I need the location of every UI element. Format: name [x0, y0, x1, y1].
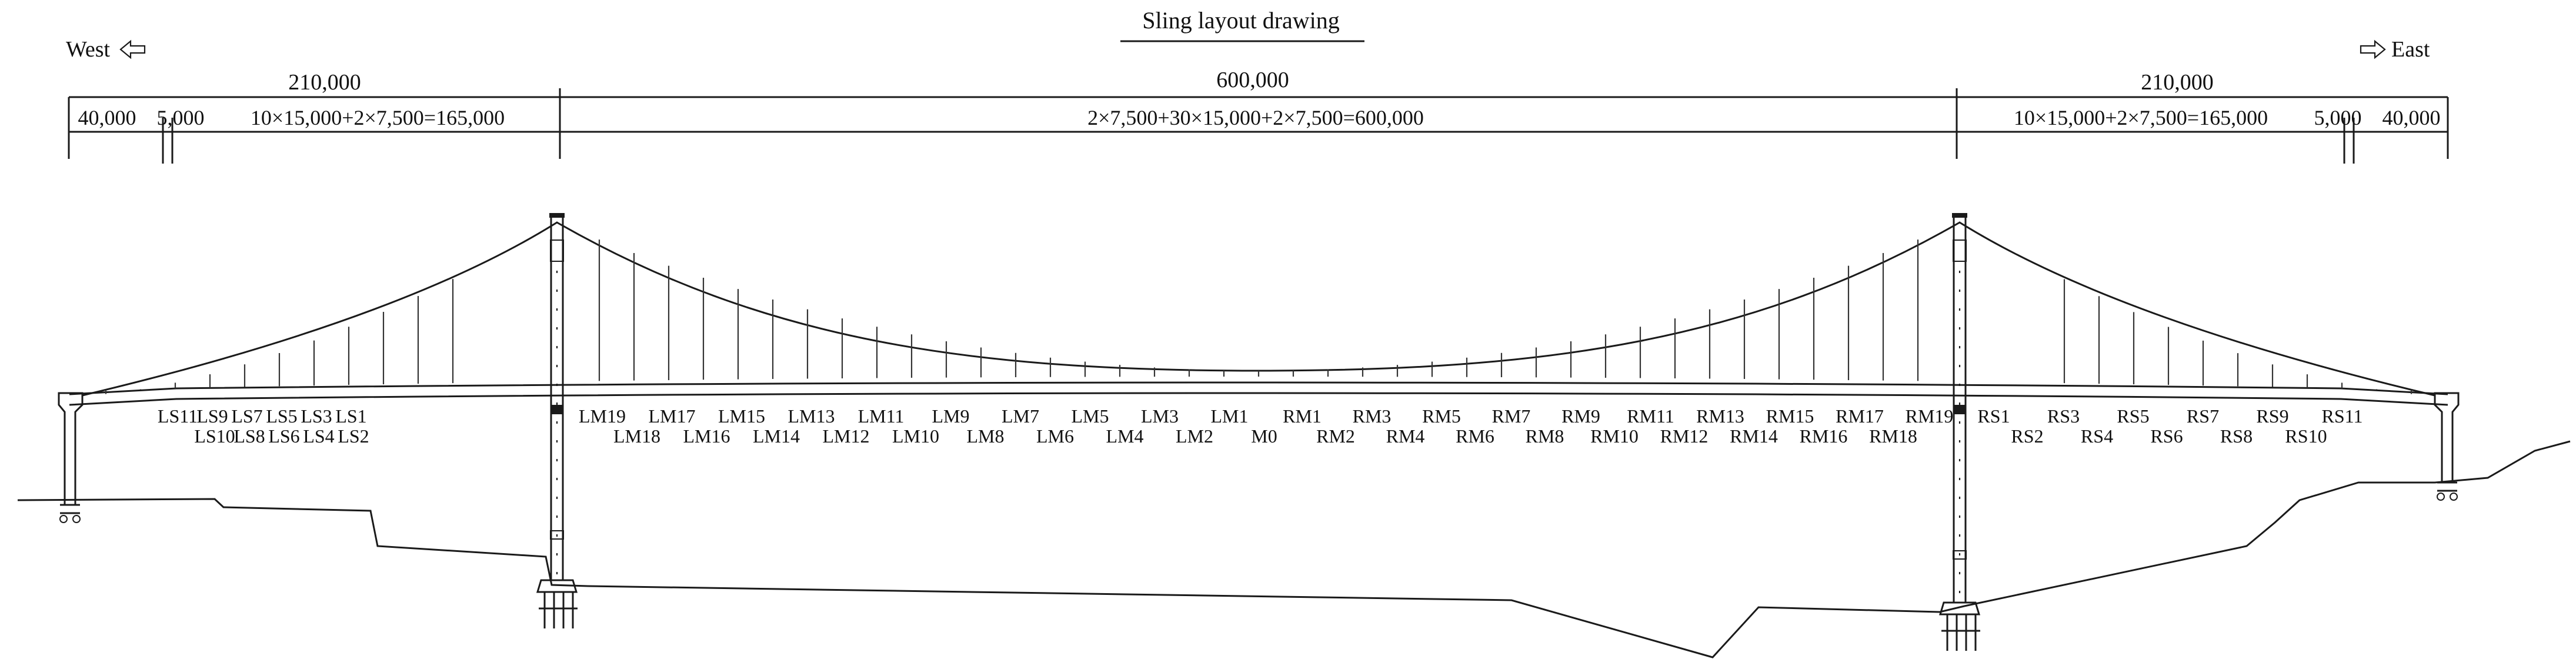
- sling-label-ls2: LS2: [338, 425, 369, 447]
- dim-right-5000: 5,000: [2314, 106, 2362, 129]
- sling-label-lm9: LM9: [932, 405, 970, 427]
- ground-profile: [17, 440, 2571, 658]
- sling-label-rs3: RS3: [2047, 405, 2080, 427]
- sling-label-lm6: LM6: [1036, 425, 1074, 447]
- sling-label-lm13: LM13: [788, 405, 835, 427]
- sling-label-rm2: RM2: [1316, 425, 1355, 447]
- sling-label-ls4: LS4: [303, 425, 334, 447]
- sling-label-rs9: RS9: [2256, 405, 2288, 427]
- sling-label-rs1: RS1: [1977, 405, 2010, 427]
- sling-label-ls3: LS3: [301, 405, 332, 427]
- sling-label-rm16: RM16: [1800, 425, 1848, 447]
- sling-label-lm18: LM18: [613, 425, 660, 447]
- hanger-group: [105, 239, 2413, 394]
- sling-label-lm2: LM2: [1176, 425, 1213, 447]
- drawing-title: Sling layout drawing: [1142, 7, 1340, 34]
- sling-label-rm17: RM17: [1836, 405, 1884, 427]
- sling-label-ls11: LS11: [158, 405, 198, 427]
- sling-label-lm3: LM3: [1141, 405, 1179, 427]
- sling-label-rm15: RM15: [1766, 405, 1814, 427]
- sling-label-lm12: LM12: [823, 425, 870, 447]
- dim-left-side: 10×15,000+2×7,500=165,000: [251, 106, 505, 129]
- dim-left-40000: 40,000: [78, 106, 136, 129]
- dim-right-40000: 40,000: [2383, 106, 2441, 129]
- east-arrow-icon: [2360, 39, 2386, 59]
- sling-label-ls9: LS9: [196, 405, 228, 427]
- deck-top: [69, 381, 2448, 395]
- sling-label-ls6: LS6: [268, 425, 299, 447]
- dim-left-span: 210,000: [288, 70, 361, 95]
- main-cable: [82, 221, 2435, 397]
- sling-label-rm7: RM7: [1492, 405, 1531, 427]
- east-label: East: [2391, 37, 2430, 62]
- dimension-lines: [68, 88, 2449, 164]
- east-end-pier: [2434, 392, 2460, 501]
- sling-label-lm5: LM5: [1072, 405, 1109, 427]
- sling-label-rs10: RS10: [2285, 425, 2327, 447]
- sling-label-rm6: RM6: [1456, 425, 1494, 447]
- sling-label-lm15: LM15: [718, 405, 765, 427]
- sling-label-rs7: RS7: [2187, 405, 2219, 427]
- sling-label-m0: M0: [1251, 425, 1277, 447]
- sling-label-rs8: RS8: [2220, 425, 2253, 447]
- sling-label-rs4: RS4: [2081, 425, 2113, 447]
- sling-label-ls8: LS8: [233, 425, 265, 447]
- sling-label-rm12: RM12: [1660, 425, 1709, 447]
- sling-label-rm4: RM4: [1386, 425, 1425, 447]
- sling-label-rm9: RM9: [1561, 405, 1600, 427]
- sling-label-lm8: LM8: [967, 425, 1005, 447]
- sling-label-lm11: LM11: [858, 405, 905, 427]
- sling-label-rs5: RS5: [2117, 405, 2149, 427]
- west-label: West: [66, 37, 110, 62]
- east-tower: [1938, 213, 1981, 651]
- sling-label-rm5: RM5: [1422, 405, 1461, 427]
- dim-main-span: 600,000: [1216, 68, 1289, 92]
- sling-label-rm14: RM14: [1730, 425, 1778, 447]
- sling-label-lm14: LM14: [753, 425, 800, 447]
- dim-left-5000: 5,000: [157, 106, 205, 129]
- sling-label-rm10: RM10: [1590, 425, 1639, 447]
- sling-label-rs11: RS11: [2322, 405, 2363, 427]
- sling-label-ls10: LS10: [194, 425, 235, 447]
- sling-label-lm19: LM19: [579, 405, 626, 427]
- dim-right-span: 210,000: [2141, 70, 2214, 95]
- sling-label-rm11: RM11: [1627, 405, 1674, 427]
- west-end-pier: [58, 392, 84, 523]
- sling-label-lm10: LM10: [892, 425, 939, 447]
- dim-right-side: 10×15,000+2×7,500=165,000: [2014, 106, 2268, 129]
- sling-label-lm4: LM4: [1106, 425, 1144, 447]
- west-tower: [536, 213, 578, 628]
- sling-label-rm3: RM3: [1353, 405, 1392, 427]
- sling-label-ls1: LS1: [335, 405, 366, 427]
- sling-label-ls5: LS5: [266, 405, 297, 427]
- sling-label-lm16: LM16: [683, 425, 730, 447]
- sling-label-rm19: RM19: [1906, 405, 1954, 427]
- sling-label-rs2: RS2: [2011, 425, 2043, 447]
- sling-label-lm1: LM1: [1211, 405, 1249, 427]
- deck-bottom: [69, 392, 2448, 406]
- sling-label-rm18: RM18: [1869, 425, 1917, 447]
- sling-label-rm1: RM1: [1283, 405, 1322, 427]
- sling-label-lm7: LM7: [1002, 405, 1039, 427]
- sling-label-rs6: RS6: [2150, 425, 2183, 447]
- sling-label-rm8: RM8: [1526, 425, 1564, 447]
- sling-label-rm13: RM13: [1696, 405, 1744, 427]
- dim-main: 2×7,500+30×15,000+2×7,500=600,000: [1087, 106, 1424, 129]
- west-arrow-icon: [119, 39, 146, 59]
- sling-label-lm17: LM17: [649, 405, 696, 427]
- sling-label-ls7: LS7: [231, 405, 262, 427]
